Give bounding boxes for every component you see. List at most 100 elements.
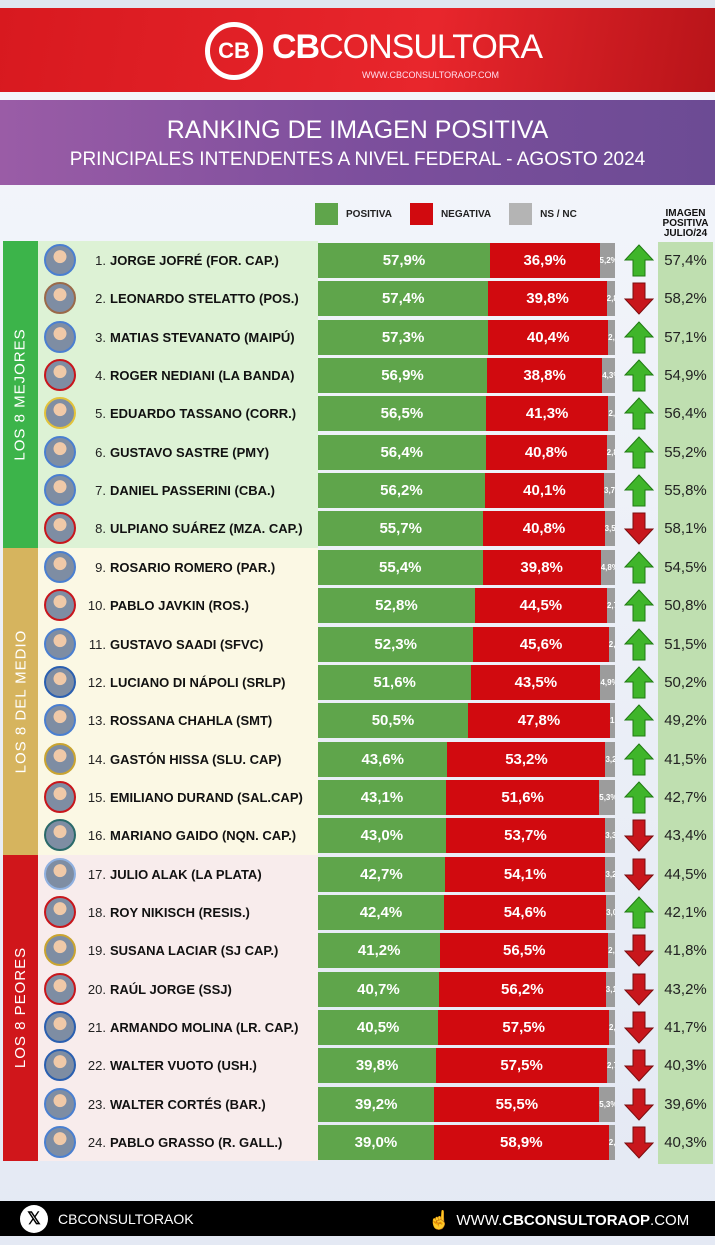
avatar xyxy=(44,435,76,468)
bar-negativa: 43,5% xyxy=(471,664,601,700)
arrow-up-icon xyxy=(623,666,655,699)
bar-negativa: 44,5% xyxy=(474,588,607,624)
table-row: 15. EMILIANO DURAND (SAL.CAP) 43,1% 51,6% 5,… xyxy=(0,779,715,815)
footer-url[interactable]: ☝ WWW. CBCONSULTORAOP .COM xyxy=(428,1210,689,1231)
avatar xyxy=(44,359,76,392)
legend-label: NS / NC xyxy=(540,208,577,220)
bar-positiva: 56,2% xyxy=(318,473,485,509)
bar-positiva: 41,2% xyxy=(318,933,441,969)
bar-positiva: 43,0% xyxy=(318,818,446,854)
cb-logo-icon: CB xyxy=(205,22,263,80)
table-row: 2.LEONARDO STELATTO (POS.) 57,4%39,8%2,8%… xyxy=(0,281,715,317)
table-row: 11.GUSTAVO SAADI (SFVC) 52,3%45,6%2,1% 51,… xyxy=(0,626,715,662)
group-background xyxy=(38,241,318,548)
arrow-up-icon xyxy=(623,781,655,814)
previous-positive-value: 50,8% xyxy=(664,597,707,615)
bar-positiva: 42,4% xyxy=(318,894,444,930)
brand-url[interactable]: WWW.CBCONSULTORAOP.COM xyxy=(362,70,500,80)
avatar xyxy=(44,704,76,737)
arrow-up-icon xyxy=(623,359,655,392)
bar-nsnc: 1,7% xyxy=(609,703,615,739)
brand-name: CBCONSULTORA xyxy=(272,28,543,67)
bar-negativa: 40,4% xyxy=(488,319,609,355)
bar-negativa: 58,9% xyxy=(433,1125,609,1161)
bar-nsnc: 3,1% xyxy=(605,971,615,1007)
arrow-down-icon xyxy=(623,819,655,852)
url-bold: CBCONSULTORAOP xyxy=(502,1212,651,1229)
arrow-up-icon xyxy=(623,436,655,469)
bar-negativa: 40,8% xyxy=(485,434,607,470)
arrow-up-icon xyxy=(623,704,655,737)
bar-negativa: 40,1% xyxy=(484,473,604,509)
bar-positiva: 56,5% xyxy=(318,396,486,432)
url-suffix: .COM xyxy=(650,1212,690,1229)
previous-positive-value: 44,5% xyxy=(664,865,707,883)
rank-number: 17. xyxy=(87,866,106,882)
table-row: 1. JORGE JOFRÉ (FOR. CAP.) 57,9%36,9%5,2% 5… xyxy=(0,243,715,278)
bar-negativa: 54,6% xyxy=(443,894,607,930)
arrow-down-icon xyxy=(623,512,655,546)
mayor-name: WALTER VUOTO (USH.) xyxy=(110,1058,257,1074)
legend-positiva: POSITIVA xyxy=(315,203,392,225)
rank-number: 20. xyxy=(87,981,106,997)
mayor-name: GUSTAVO SAADI (SFVC) xyxy=(110,636,264,652)
mayor-name: JULIO ALAK (LA PLATA) xyxy=(110,866,262,882)
bar-positiva: 56,4% xyxy=(318,434,486,470)
mayor-name: GASTÓN HISSA (SLU. CAP) xyxy=(110,751,282,767)
bar-negativa: 39,8% xyxy=(482,549,601,585)
table-row: 18.ROY NIKISCH (RESIS.) 42,4%54,6%3,0% 42,… xyxy=(0,894,715,930)
previous-positive-value: 54,5% xyxy=(664,558,707,576)
table-row: 19.SUSANA LACIAR (SJ CAP.) 41,2%56,5%2,3%… xyxy=(0,933,715,969)
avatar xyxy=(44,857,76,890)
mayor-name: RAÚL JORGE (SSJ) xyxy=(110,981,232,997)
arrow-down-icon xyxy=(623,973,655,1006)
pointer-hand-icon: ☝ xyxy=(428,1210,451,1230)
previous-month-header: IMAGEN POSITIVA JULIO/24 xyxy=(662,208,709,239)
mayor-name: MATIAS STEVANATO (MAIPÚ) xyxy=(110,329,295,345)
avatar xyxy=(44,474,76,507)
rank-number: 11. xyxy=(88,636,106,652)
url-prefix: WWW. xyxy=(456,1212,503,1229)
previous-positive-value: 40,3% xyxy=(664,1057,707,1075)
bar-nsnc: 2,3% xyxy=(608,319,615,355)
bar-nsnc: 2,1% xyxy=(608,1125,615,1161)
legend-swatch-negativa xyxy=(409,203,433,225)
rank-number: 4. xyxy=(95,368,106,384)
arrow-up-icon xyxy=(623,244,655,277)
x-logo-icon[interactable]: 𝕏 xyxy=(20,1204,48,1233)
bar-nsnc: 3,2% xyxy=(605,856,615,892)
bar-nsnc: 4,3% xyxy=(602,358,615,394)
avatar xyxy=(44,627,76,660)
bar-nsnc: 2,8% xyxy=(606,434,615,470)
bar-positiva: 55,4% xyxy=(318,549,483,585)
table-row: 16. MARIANO GAIDO (NQN. CAP.) 43,0% 53,7% 3,… xyxy=(0,818,715,854)
rank-number: 14. xyxy=(87,751,106,767)
table-row: 12. LUCIANO DI NÁPOLI (SRLP) 51,6% 43,5% 4,9… xyxy=(0,664,715,700)
avatar xyxy=(44,742,76,775)
brand-rest: CONSULTORA xyxy=(319,28,543,66)
rank-number: 19. xyxy=(87,943,106,959)
rank-number: 12. xyxy=(87,674,106,690)
social-handle[interactable]: CBCONSULTORAOK xyxy=(58,1210,194,1227)
arrow-down-icon xyxy=(623,858,655,891)
previous-positive-value: 50,2% xyxy=(664,673,707,691)
bar-nsnc: 3,7% xyxy=(604,473,615,509)
group-background xyxy=(38,547,318,855)
table-row: 10.PABLO JAVKIN (ROS.) 52,8%44,5%2,7% 50,8… xyxy=(0,588,715,624)
arrow-down-icon xyxy=(623,282,655,316)
bar-nsnc: 2,8% xyxy=(606,281,615,317)
previous-month-column xyxy=(658,242,713,1164)
mayor-name: EDUARDO TASSANO (CORR.) xyxy=(110,406,297,422)
bar-nsnc: 5,2% xyxy=(599,243,615,278)
bar-nsnc: 5,3% xyxy=(599,1086,615,1122)
legend-swatch-nsnc xyxy=(509,203,533,225)
arrow-up-icon xyxy=(623,589,655,622)
bar-positiva: 56,9% xyxy=(318,358,487,394)
previous-positive-value: 43,2% xyxy=(664,980,707,998)
mayor-name: EMILIANO DURAND (SAL.CAP) xyxy=(110,789,303,805)
mayor-name: ROGER NEDIANI (LA BANDA) xyxy=(110,368,295,384)
table-row: 3.MATIAS STEVANATO (MAIPÚ) 57,3%40,4%2,3%… xyxy=(0,319,715,355)
bar-positiva: 51,6% xyxy=(318,664,472,700)
group-label-2: LOS 8 DEL MEDIO xyxy=(3,547,38,855)
table-row: 13.ROSSANA CHAHLA (SMT) 50,5%47,8%1,7% 49,… xyxy=(0,703,715,739)
